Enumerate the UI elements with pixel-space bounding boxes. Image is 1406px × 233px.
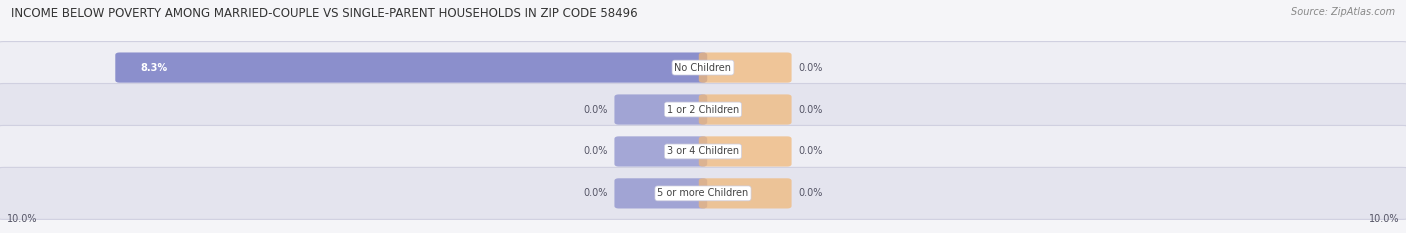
- Text: 0.0%: 0.0%: [583, 147, 609, 156]
- FancyBboxPatch shape: [0, 83, 1406, 136]
- Text: 0.0%: 0.0%: [799, 105, 823, 114]
- Text: 0.0%: 0.0%: [799, 63, 823, 72]
- FancyBboxPatch shape: [699, 178, 792, 209]
- Text: 3 or 4 Children: 3 or 4 Children: [666, 147, 740, 156]
- Text: 8.3%: 8.3%: [141, 63, 167, 72]
- FancyBboxPatch shape: [0, 125, 1406, 178]
- FancyBboxPatch shape: [699, 136, 792, 167]
- Text: 0.0%: 0.0%: [583, 188, 609, 198]
- FancyBboxPatch shape: [115, 52, 707, 83]
- Text: 0.0%: 0.0%: [583, 105, 609, 114]
- Text: 0.0%: 0.0%: [799, 147, 823, 156]
- FancyBboxPatch shape: [0, 167, 1406, 219]
- FancyBboxPatch shape: [0, 41, 1406, 94]
- Text: 1 or 2 Children: 1 or 2 Children: [666, 105, 740, 114]
- FancyBboxPatch shape: [699, 94, 792, 125]
- FancyBboxPatch shape: [614, 136, 707, 167]
- Text: 0.0%: 0.0%: [799, 188, 823, 198]
- Text: 5 or more Children: 5 or more Children: [658, 188, 748, 198]
- FancyBboxPatch shape: [614, 178, 707, 209]
- Text: Source: ZipAtlas.com: Source: ZipAtlas.com: [1291, 7, 1395, 17]
- FancyBboxPatch shape: [699, 52, 792, 83]
- Text: 10.0%: 10.0%: [7, 214, 38, 224]
- Text: No Children: No Children: [675, 63, 731, 72]
- FancyBboxPatch shape: [614, 94, 707, 125]
- Text: INCOME BELOW POVERTY AMONG MARRIED-COUPLE VS SINGLE-PARENT HOUSEHOLDS IN ZIP COD: INCOME BELOW POVERTY AMONG MARRIED-COUPL…: [11, 7, 638, 20]
- Text: 10.0%: 10.0%: [1368, 214, 1399, 224]
